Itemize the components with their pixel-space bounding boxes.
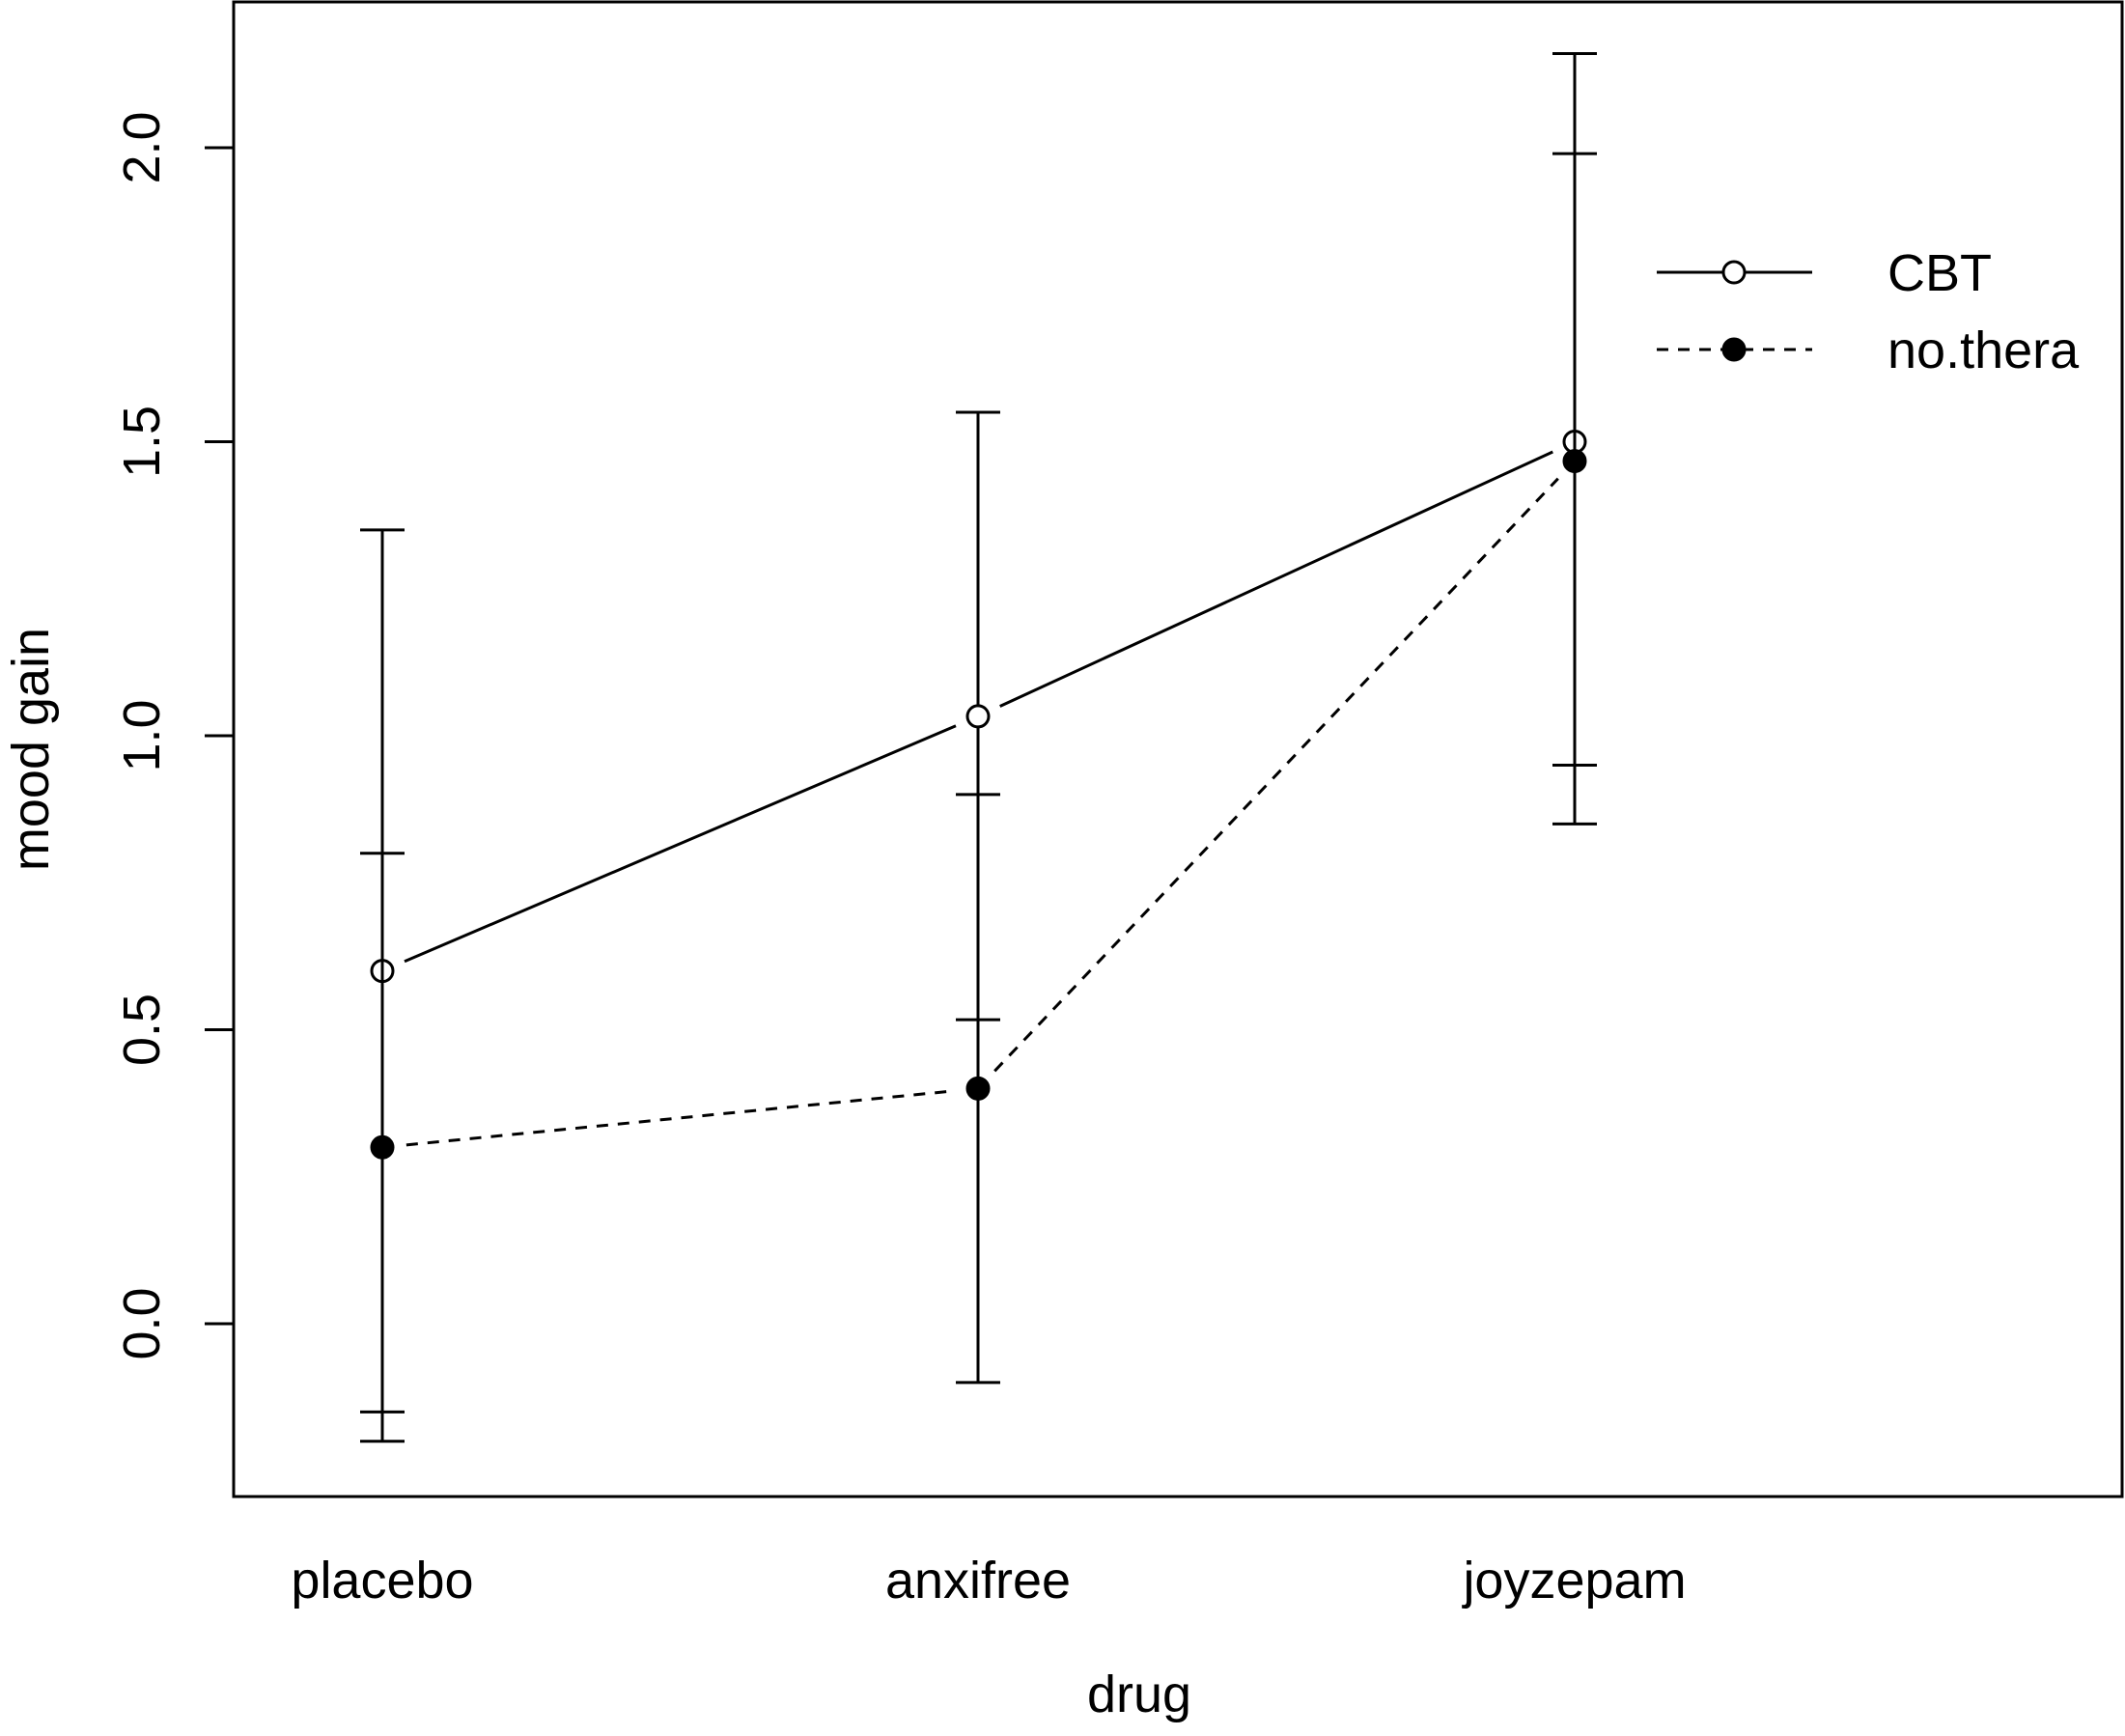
y-tick-label: 2.0 <box>113 111 171 183</box>
x-axis-label: drug <box>1087 1666 1191 1723</box>
data-point <box>965 704 991 729</box>
series-layer <box>360 52 1597 1443</box>
legend-marker <box>1721 337 1747 362</box>
plot-frame <box>232 0 2124 1498</box>
series-line-segment <box>993 477 1559 1073</box>
series-line-segment <box>405 1089 955 1147</box>
legend-marker <box>1721 260 1747 285</box>
y-tick-label: 1.0 <box>113 699 171 771</box>
x-tick-label: joyzepam <box>1461 1552 1686 1610</box>
data-point <box>370 1134 395 1160</box>
y-axis-label: mood gain <box>2 628 60 871</box>
x-tick-label: placebo <box>291 1552 473 1610</box>
legend-label: no.thera <box>1887 322 2080 379</box>
data-point <box>1562 449 1587 474</box>
series-no.thera <box>360 152 1597 1414</box>
x-tick-labels: placebo anxifree joyzepam <box>291 1552 1686 1610</box>
data-point <box>965 1076 991 1101</box>
y-tick-label: 0.5 <box>113 994 171 1066</box>
series-line-segment <box>999 450 1553 708</box>
series-line-segment <box>404 724 957 964</box>
legend-label: CBT <box>1887 244 1992 302</box>
y-axis: 0.0 0.5 1.0 1.5 2.0 <box>113 111 236 1360</box>
y-tick-label: 0.0 <box>113 1287 171 1359</box>
legend: CBT no.thera <box>1657 244 2080 379</box>
y-tick-label: 1.5 <box>113 406 171 478</box>
x-tick-label: anxifree <box>885 1552 1071 1610</box>
